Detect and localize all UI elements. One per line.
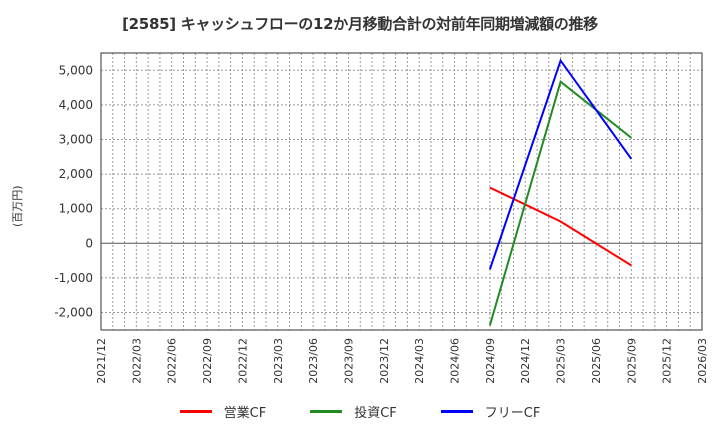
legend-label: フリーCF: [484, 406, 541, 421]
y-tick-label: 0: [85, 236, 93, 250]
legend-item-operating-cf: 営業CF: [179, 402, 267, 421]
y-tick-label: -2,000: [54, 306, 93, 320]
grid-lines: [101, 53, 702, 330]
legend-swatch-blue: [440, 410, 473, 413]
series-line: [488, 79, 632, 326]
legend-swatch-green: [310, 410, 343, 413]
x-tick-label: 2022/06: [166, 338, 179, 384]
x-tick-label: 2023/03: [272, 338, 285, 384]
legend: 営業CF 投資CF フリーCF: [0, 402, 720, 421]
x-tick-label: 2025/03: [555, 338, 568, 384]
legend-item-investing-cf: 投資CF: [310, 402, 397, 421]
x-tick-label: 2025/09: [625, 338, 638, 384]
x-tick-label: 2024/06: [449, 338, 462, 384]
x-tick-label: 2024/09: [484, 338, 497, 384]
y-axis-ticks: -2,000 -1,000 0 1,000 2,000 3,000 4,000 5,000: [54, 63, 93, 319]
y-tick-label: 2,000: [59, 167, 93, 181]
axes: [100, 52, 703, 331]
x-tick-label: 2024/12: [519, 338, 532, 384]
legend-item-free-cf: フリーCF: [440, 402, 541, 421]
data-series: [488, 58, 633, 326]
x-tick-label: 2026/03: [696, 338, 709, 384]
x-axis-ticks: 2021/12 2022/03 2022/06 2022/09 2022/12 2023/…: [95, 338, 709, 384]
y-tick-label: -1,000: [54, 271, 93, 285]
y-tick-label: 5,000: [59, 63, 93, 77]
x-tick-label: 2021/12: [95, 338, 108, 384]
x-tick-label: 2023/09: [342, 338, 355, 384]
x-tick-label: 2025/12: [661, 338, 674, 384]
series-line: [488, 58, 633, 270]
y-tick-label: 1,000: [59, 202, 93, 216]
x-tick-label: 2023/06: [307, 338, 320, 384]
x-tick-label: 2022/12: [236, 338, 249, 384]
x-tick-label: 2024/03: [413, 338, 426, 384]
legend-label: 営業CF: [223, 406, 267, 421]
x-tick-label: 2023/12: [378, 338, 391, 384]
x-tick-label: 2022/09: [201, 338, 214, 384]
x-tick-label: 2025/06: [590, 338, 603, 384]
y-tick-label: 3,000: [59, 133, 93, 147]
legend-label: 投資CF: [354, 406, 397, 421]
y-tick-label: 4,000: [59, 98, 93, 112]
chart-title: [2585] キャッシュフローの12か月移動合計の対前年同期増減額の推移: [122, 15, 598, 33]
x-tick-label: 2022/03: [130, 338, 143, 384]
legend-swatch-red: [179, 410, 212, 413]
